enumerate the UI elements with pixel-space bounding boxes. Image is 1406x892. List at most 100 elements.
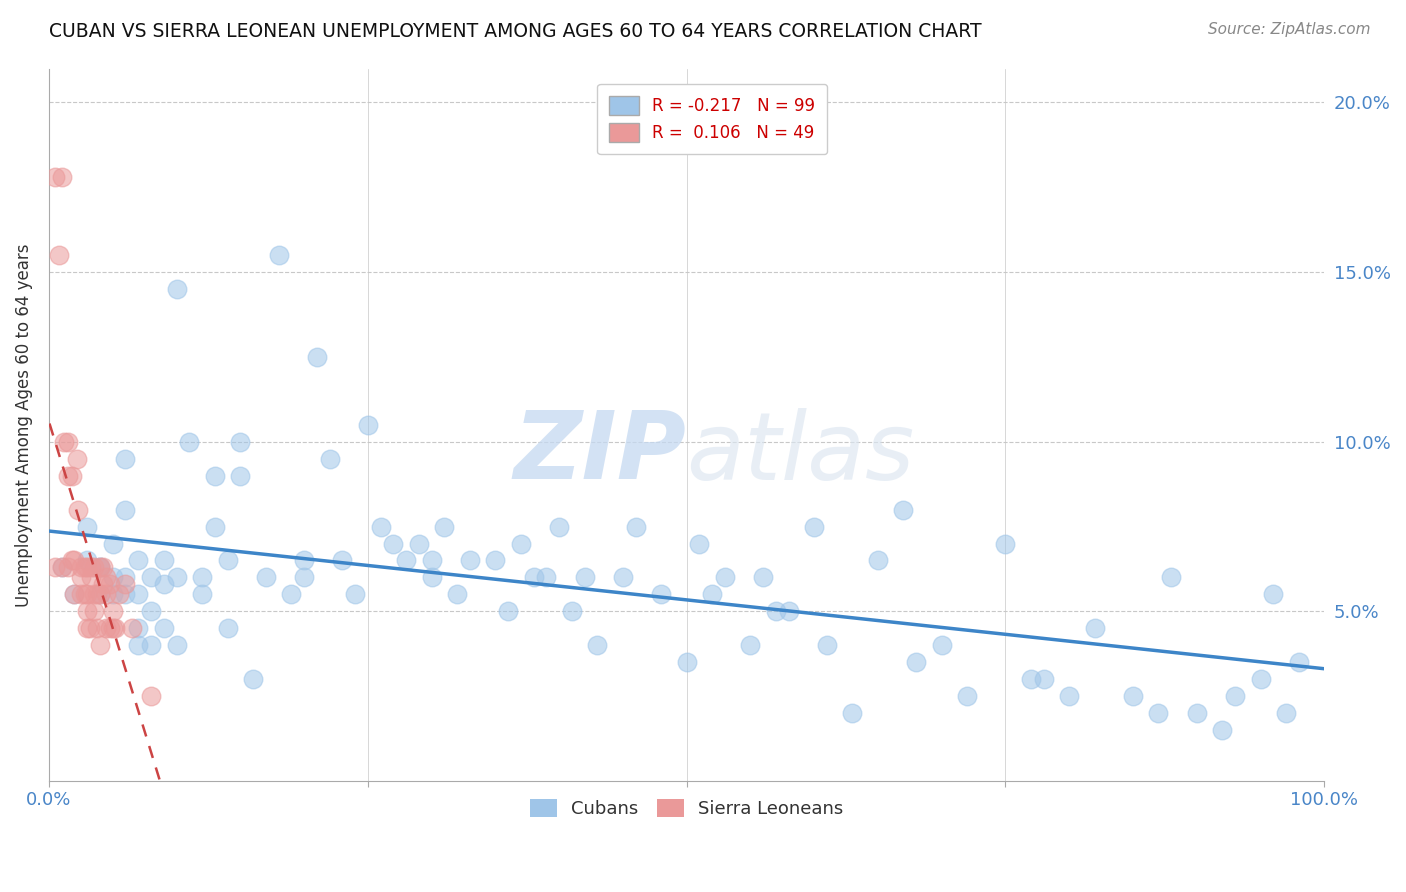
- Point: [166, 570, 188, 584]
- Point: [44, 170, 66, 185]
- Point: [548, 519, 571, 533]
- Point: [752, 570, 775, 584]
- Point: [79, 621, 101, 635]
- Text: ZIP: ZIP: [513, 408, 686, 500]
- Text: CUBAN VS SIERRA LEONEAN UNEMPLOYMENT AMONG AGES 60 TO 64 YEARS CORRELATION CHART: CUBAN VS SIERRA LEONEAN UNEMPLOYMENT AMO…: [49, 22, 981, 41]
- Point: [1288, 655, 1310, 669]
- Point: [1084, 621, 1107, 635]
- Point: [292, 570, 315, 584]
- Point: [63, 553, 86, 567]
- Point: [536, 570, 558, 584]
- Point: [114, 570, 136, 584]
- Point: [395, 553, 418, 567]
- Point: [509, 536, 531, 550]
- Point: [51, 560, 73, 574]
- Point: [586, 638, 609, 652]
- Point: [217, 553, 239, 567]
- Point: [51, 170, 73, 185]
- Y-axis label: Unemployment Among Ages 60 to 64 years: Unemployment Among Ages 60 to 64 years: [15, 243, 32, 607]
- Point: [60, 468, 83, 483]
- Point: [624, 519, 647, 533]
- Point: [931, 638, 953, 652]
- Point: [98, 577, 121, 591]
- Point: [612, 570, 634, 584]
- Point: [191, 570, 214, 584]
- Point: [56, 468, 79, 483]
- Point: [1032, 672, 1054, 686]
- Point: [53, 434, 76, 449]
- Point: [204, 468, 226, 483]
- Point: [48, 248, 70, 262]
- Point: [370, 519, 392, 533]
- Point: [83, 587, 105, 601]
- Point: [89, 587, 111, 601]
- Point: [127, 553, 149, 567]
- Point: [714, 570, 737, 584]
- Point: [101, 536, 124, 550]
- Point: [574, 570, 596, 584]
- Point: [740, 638, 762, 652]
- Point: [114, 451, 136, 466]
- Point: [66, 451, 89, 466]
- Point: [1057, 689, 1080, 703]
- Point: [86, 621, 108, 635]
- Point: [318, 451, 340, 466]
- Point: [229, 468, 252, 483]
- Point: [229, 434, 252, 449]
- Point: [179, 434, 201, 449]
- Point: [446, 587, 468, 601]
- Point: [101, 604, 124, 618]
- Point: [433, 519, 456, 533]
- Point: [80, 560, 103, 574]
- Point: [152, 621, 174, 635]
- Point: [56, 434, 79, 449]
- Point: [866, 553, 889, 567]
- Point: [101, 587, 124, 601]
- Point: [83, 560, 105, 574]
- Point: [1122, 689, 1144, 703]
- Point: [70, 587, 93, 601]
- Point: [382, 536, 405, 550]
- Point: [1263, 587, 1285, 601]
- Point: [127, 638, 149, 652]
- Point: [1185, 706, 1208, 720]
- Point: [496, 604, 519, 618]
- Point: [104, 621, 127, 635]
- Point: [458, 553, 481, 567]
- Point: [803, 519, 825, 533]
- Point: [217, 621, 239, 635]
- Point: [139, 604, 162, 618]
- Point: [114, 587, 136, 601]
- Point: [114, 577, 136, 591]
- Point: [1019, 672, 1042, 686]
- Point: [76, 553, 98, 567]
- Point: [89, 560, 111, 574]
- Point: [91, 560, 114, 574]
- Point: [76, 560, 98, 574]
- Point: [89, 560, 111, 574]
- Point: [204, 519, 226, 533]
- Point: [73, 560, 96, 574]
- Point: [108, 587, 131, 601]
- Point: [80, 570, 103, 584]
- Point: [96, 570, 118, 584]
- Point: [561, 604, 583, 618]
- Point: [688, 536, 710, 550]
- Point: [1275, 706, 1298, 720]
- Point: [76, 587, 98, 601]
- Point: [98, 621, 121, 635]
- Point: [121, 621, 143, 635]
- Point: [76, 519, 98, 533]
- Point: [254, 570, 277, 584]
- Point: [114, 502, 136, 516]
- Point: [1160, 570, 1182, 584]
- Point: [1147, 706, 1170, 720]
- Point: [70, 560, 93, 574]
- Point: [523, 570, 546, 584]
- Point: [956, 689, 979, 703]
- Point: [96, 621, 118, 635]
- Point: [96, 587, 118, 601]
- Point: [44, 560, 66, 574]
- Point: [60, 553, 83, 567]
- Point: [51, 560, 73, 574]
